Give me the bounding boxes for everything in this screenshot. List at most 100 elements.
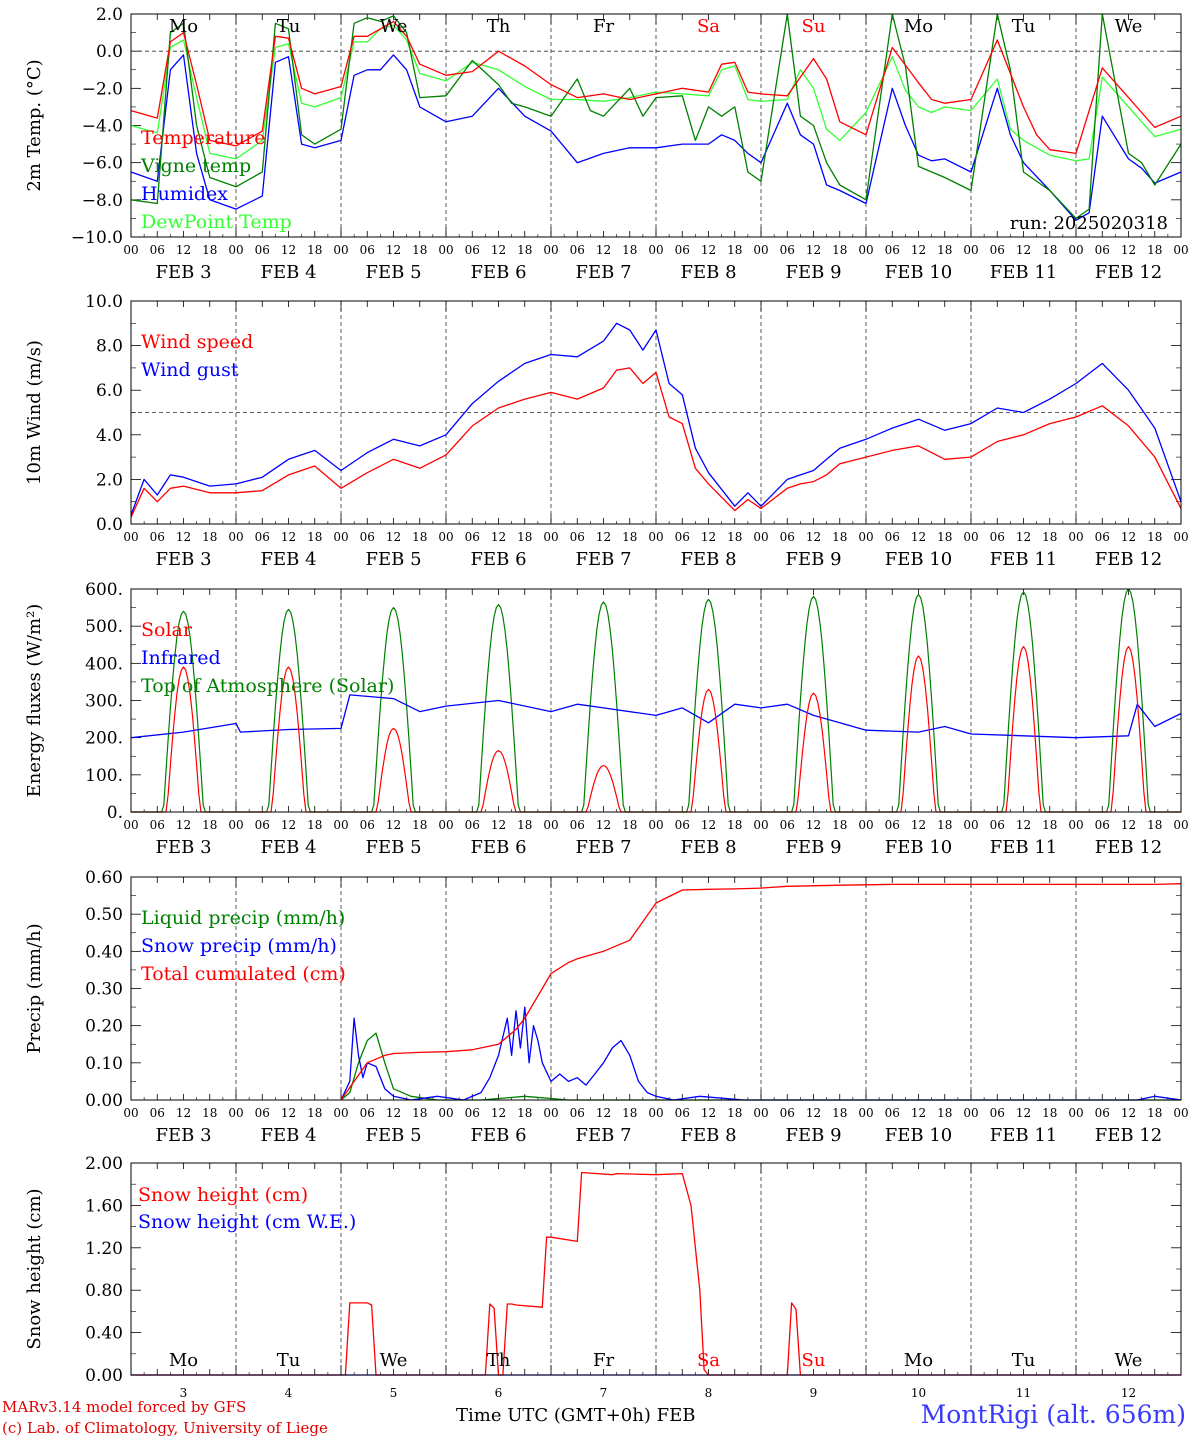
x-hour-label: 12 — [596, 1106, 611, 1120]
y-tick-label: 0.00 — [85, 1091, 123, 1111]
x-hour-label: 18 — [1042, 243, 1057, 257]
x-hour-label: 18 — [412, 1106, 427, 1120]
day-number: 10 — [911, 1386, 926, 1400]
x-hour-label: 12 — [491, 530, 506, 544]
x-hour-label: 12 — [281, 243, 296, 257]
x-hour-label: 18 — [1147, 818, 1162, 832]
x-hour-label: 12 — [806, 1106, 821, 1120]
x-date-label: FEB 11 — [990, 549, 1057, 570]
x-hour-label: 06 — [1095, 1106, 1110, 1120]
panel-frame — [130, 300, 1182, 525]
y-tick-label: 100. — [85, 766, 123, 786]
x-hour-label: 18 — [622, 243, 637, 257]
y-tick-label: 0.0 — [96, 515, 123, 535]
x-hour-label: 12 — [491, 1106, 506, 1120]
x-hour-label: 00 — [858, 818, 873, 832]
x-hour-label: 06 — [1095, 818, 1110, 832]
x-hour-label: 06 — [780, 243, 795, 257]
x-hour-label: 00 — [543, 1106, 558, 1120]
x-date-label: FEB 3 — [155, 549, 211, 570]
x-hour-label: 06 — [255, 243, 270, 257]
x-hour-label: 06 — [255, 818, 270, 832]
x-date-label: FEB 6 — [470, 262, 526, 283]
x-date-label: FEB 7 — [575, 837, 631, 858]
x-hour-label: 06 — [255, 530, 270, 544]
x-date-label: FEB 11 — [990, 837, 1057, 858]
series-wind-gust — [130, 322, 1182, 516]
x-date-label: FEB 5 — [365, 1125, 421, 1146]
x-date-label: FEB 3 — [155, 837, 211, 858]
x-hour-label: 00 — [333, 243, 348, 257]
x-hour-label: 12 — [701, 243, 716, 257]
x-date-label: FEB 6 — [470, 1125, 526, 1146]
y-axis-label: Energy fluxes (W/m²) — [24, 604, 45, 798]
y-tick-label: 2.0 — [96, 5, 123, 25]
y-tick-label: −2.0 — [82, 79, 123, 99]
x-hour-label: 06 — [1095, 530, 1110, 544]
day-number: 9 — [810, 1386, 818, 1400]
x-hour-label: 18 — [1042, 1106, 1057, 1120]
legend-entry: Snow height (cm W.E.) — [138, 1211, 356, 1233]
x-hour-label: 12 — [701, 818, 716, 832]
x-hour-label: 06 — [360, 818, 375, 832]
x-hour-label: 18 — [727, 530, 742, 544]
day-label: Th — [487, 1350, 511, 1371]
x-hour-label: 06 — [360, 243, 375, 257]
day-label: Th — [487, 16, 511, 37]
x-hour-label: 18 — [1147, 243, 1162, 257]
x-date-label: FEB 5 — [365, 549, 421, 570]
x-hour-label: 12 — [281, 1106, 296, 1120]
x-hour-label: 12 — [911, 243, 926, 257]
day-label: Mo — [169, 16, 198, 37]
credit-model: MARv3.14 model forced by GFS — [2, 1398, 247, 1416]
x-hour-label: 00 — [753, 243, 768, 257]
wind-series — [130, 322, 1182, 518]
panel-frame — [130, 588, 1182, 813]
x-hour-label: 00 — [438, 818, 453, 832]
x-date-label: FEB 7 — [575, 1125, 631, 1146]
y-tick-label: 0.80 — [85, 1281, 123, 1301]
x-hour-label: 00 — [123, 530, 138, 544]
day-label: Fr — [593, 1350, 614, 1371]
y-tick-label: −6.0 — [82, 154, 123, 174]
day-label: Tu — [1012, 16, 1036, 37]
y-tick-label: 2.00 — [85, 1154, 123, 1174]
x-hour-label: 18 — [727, 1106, 742, 1120]
x-hour-label: 00 — [228, 530, 243, 544]
x-date-label: FEB 9 — [785, 549, 841, 570]
day-label: Mo — [904, 1350, 933, 1371]
x-hour-label: 06 — [675, 243, 690, 257]
x-hour-label: 18 — [937, 530, 952, 544]
x-hour-label: 00 — [1068, 1106, 1083, 1120]
y-tick-label: −10.0 — [71, 228, 123, 248]
x-hour-label: 06 — [570, 1106, 585, 1120]
x-hour-label: 06 — [885, 243, 900, 257]
day-number: 11 — [1016, 1386, 1031, 1400]
x-hour-label: 06 — [780, 1106, 795, 1120]
y-tick-label: 600. — [85, 580, 123, 600]
legend-entry: Solar — [141, 619, 193, 641]
x-hour-label: 06 — [150, 818, 165, 832]
x-hour-label: 06 — [675, 530, 690, 544]
x-hour-label: 06 — [885, 530, 900, 544]
y-tick-label: 0. — [107, 803, 123, 823]
x-hour-label: 12 — [386, 818, 401, 832]
x-hour-label: 00 — [123, 243, 138, 257]
x-hour-label: 00 — [1068, 243, 1083, 257]
x-hour-label: 00 — [333, 1106, 348, 1120]
day-label: We — [1115, 16, 1143, 37]
x-hour-label: 18 — [412, 818, 427, 832]
x-hour-label: 18 — [517, 818, 532, 832]
x-date-label: FEB 10 — [885, 262, 952, 283]
y-tick-label: 500. — [85, 617, 123, 637]
legend-entry: Humidex — [141, 183, 228, 205]
x-hour-label: 06 — [990, 1106, 1005, 1120]
x-hour-label: 18 — [832, 530, 847, 544]
x-date-label: FEB 10 — [885, 837, 952, 858]
x-hour-label: 18 — [202, 1106, 217, 1120]
y-tick-label: 0.10 — [85, 1054, 123, 1074]
x-hour-label: 00 — [753, 530, 768, 544]
x-date-label: FEB 12 — [1095, 837, 1162, 858]
y-tick-label: 300. — [85, 692, 123, 712]
day-label: Tu — [277, 16, 301, 37]
